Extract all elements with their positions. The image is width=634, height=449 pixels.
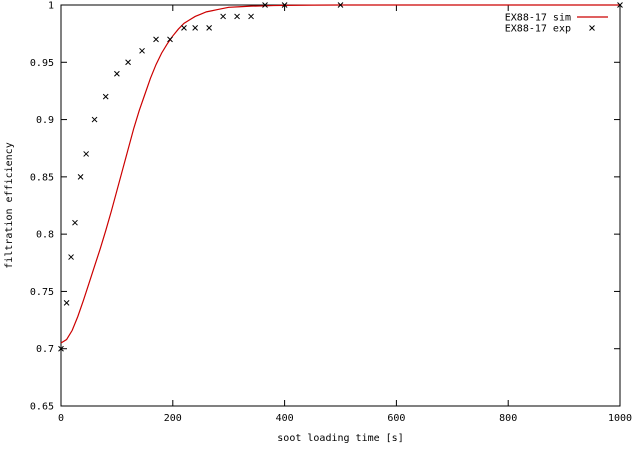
data-point-exp: [68, 254, 74, 260]
y-tick-label: 0.7: [36, 344, 54, 355]
data-point-exp: [281, 2, 288, 8]
x-axis-title: soot loading time [s]: [277, 433, 403, 444]
ticks-layer: 0 200 400 600 800 1000 0.65 0.7 0.75 0.8 0.85 0.9 0.…: [30, 1, 632, 425]
y-tick-label: 0.75: [30, 287, 54, 298]
plot-frame: [60, 4, 621, 407]
data-point-exp: [262, 2, 268, 8]
data-point-exp: [139, 47, 145, 54]
x-tick-label: 1000: [608, 413, 632, 424]
data-point-exp: [63, 300, 70, 306]
data-point-exp: [248, 13, 254, 20]
x-tick-label: 400: [276, 413, 294, 424]
data-point-exp: [77, 174, 84, 180]
data-point-exp: [91, 116, 98, 123]
data-point-exp: [617, 2, 623, 8]
data-point-exp: [337, 2, 344, 8]
y-tick-label: 0.85: [30, 172, 54, 183]
data-point-exp: [234, 13, 240, 20]
y-axis-title: filtration efficiency: [4, 142, 15, 268]
data-point-exp: [167, 36, 173, 43]
x-tick-label: 800: [499, 413, 517, 424]
series-layer: [58, 2, 623, 352]
data-point-exp: [83, 151, 90, 157]
series-line-sim: [60, 4, 620, 344]
legend-label: EX88-17 sim: [505, 13, 571, 24]
legend-swatch-point: [589, 25, 595, 31]
x-tick-label: 600: [387, 413, 405, 424]
data-point-exp: [58, 345, 64, 352]
y-tick-label: 0.9: [36, 115, 54, 126]
data-point-exp: [102, 93, 109, 100]
y-tick-label: 0.8: [36, 230, 54, 241]
data-point-exp: [72, 219, 78, 226]
data-point-exp: [192, 25, 199, 31]
y-tick-label: 0.65: [30, 402, 54, 413]
data-point-exp: [114, 70, 120, 77]
data-point-exp: [125, 59, 131, 66]
y-tick-label: 0.95: [30, 58, 54, 69]
data-point-exp: [206, 25, 212, 31]
y-tick-label: 1: [48, 1, 54, 12]
legend-label: EX88-17 exp: [505, 24, 571, 35]
data-point-exp: [220, 13, 226, 20]
data-point-exp: [153, 36, 159, 43]
x-tick-label: 0: [58, 413, 64, 424]
x-tick-label: 200: [164, 413, 182, 424]
data-point-exp: [181, 25, 187, 31]
